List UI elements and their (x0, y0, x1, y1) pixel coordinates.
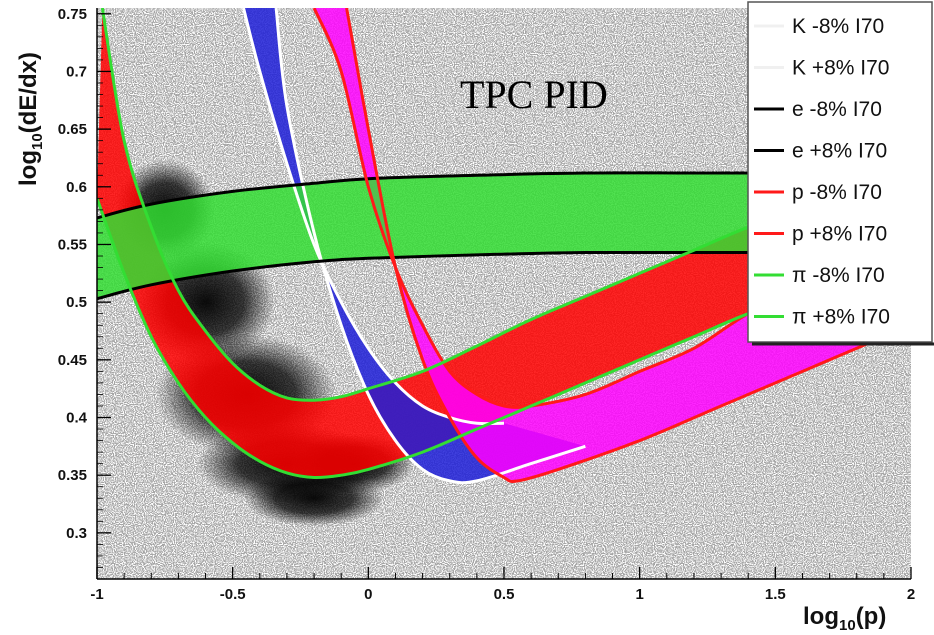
y-ticks: 0.3 0.35 0.4 0.45 0.5 0.55 0.6 0.65 0.7 0.75 (58, 6, 111, 568)
y-tick-label: 0.7 (66, 63, 87, 80)
y-tick-label: 0.45 (58, 352, 87, 369)
legend-label-e-plus: e +8% I70 (792, 140, 887, 163)
band-pion-band (97, 8, 803, 478)
curve-K-plus (274, 8, 586, 485)
curve-p-plus (345, 8, 885, 483)
band-proton-band (314, 8, 884, 482)
y-tick-label: 0.55 (58, 236, 87, 253)
x-axis-label: log10(p) (803, 603, 886, 634)
curve-K-minus (242, 8, 505, 426)
x-tick-label: 1.5 (765, 586, 786, 603)
band-kaon-band (243, 8, 586, 483)
legend-label-p-plus: p +8% I70 (792, 223, 887, 246)
curve-pi-plus (97, 197, 803, 480)
legend: K -8% I70 K +8% I70 e -8% I70 e +8% I70 p -8… (747, 1, 934, 346)
chart-annotation: TPC PID (460, 72, 608, 117)
legend-label-pi-minus: π -8% I70 (792, 264, 885, 287)
x-tick-label: -0.5 (220, 586, 246, 603)
y-tick-label: 0.6 (66, 179, 87, 196)
x-tick-label: -1 (90, 586, 103, 603)
legend-label-p-minus: p -8% I70 (792, 181, 882, 204)
x-tick-label: 0.5 (494, 586, 515, 603)
x-tick-label: 2 (907, 586, 915, 603)
legend-label-pi-plus: π +8% I70 (792, 306, 890, 329)
legend-label-K-plus: K +8% I70 (792, 57, 889, 80)
y-axis-label: log10(dE/dx) (15, 52, 46, 186)
x-tick-label: 0 (364, 586, 372, 603)
curve-p-minus (312, 8, 804, 409)
curve-pi-minus (100, 8, 803, 402)
legend-label-K-minus: K -8% I70 (792, 15, 884, 38)
y-tick-label: 0.5 (66, 294, 87, 311)
x-tick-label: 1 (635, 586, 643, 603)
y-tick-label: 0.75 (58, 6, 87, 23)
y-tick-label: 0.3 (66, 525, 87, 542)
legend-box (747, 1, 933, 343)
x-ticks: -1 -0.5 0 0.5 1 1.5 2 (90, 567, 915, 603)
y-tick-label: 0.35 (58, 467, 87, 484)
legend-label-e-minus: e -8% I70 (792, 98, 882, 121)
axes: -1 -0.5 0 0.5 1 1.5 2 0.3 0.35 0.4 0.45 0.5 0.55 0.6… (58, 6, 915, 603)
y-tick-label: 0.65 (58, 121, 87, 138)
y-tick-label: 0.4 (66, 410, 88, 427)
